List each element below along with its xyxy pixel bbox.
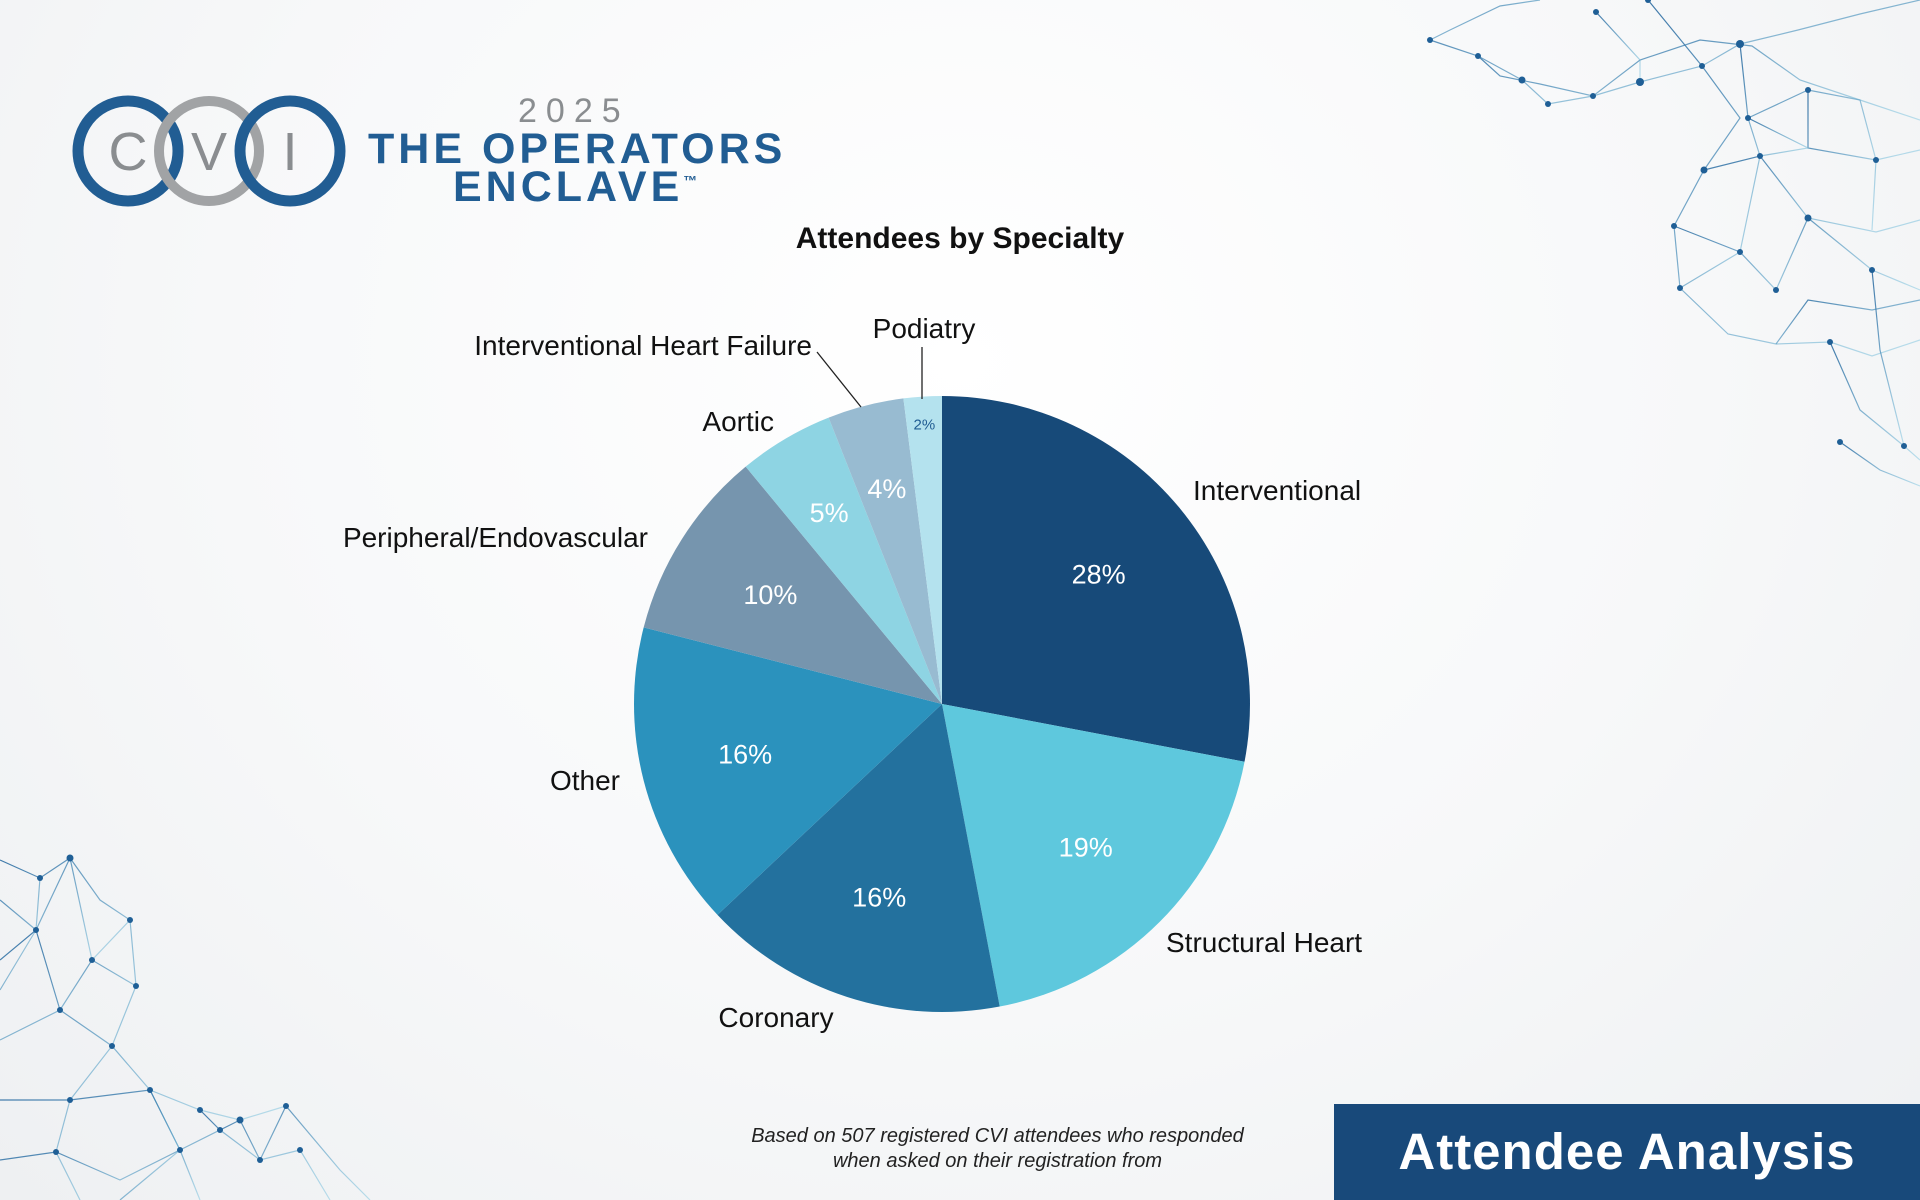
pie-percent-interventional-heart-failure: 4%	[867, 474, 906, 504]
pie-percent-aortic: 5%	[810, 498, 849, 528]
logo-letter-v: V	[191, 122, 227, 182]
logo-title-line2: ENCLAVE™	[453, 163, 697, 212]
pie-percent-labels: 28% 19% 16% 16% 10% 5% 4% 2%	[718, 416, 1126, 912]
pie-label-other: Other	[550, 765, 620, 796]
pie-label-aortic: Aortic	[702, 406, 774, 437]
footnote: Based on 507 registered CVI attendees wh…	[700, 1124, 1295, 1174]
cvi-logo: C V I	[72, 95, 346, 207]
pie-percent-podiatry: 2%	[914, 416, 936, 433]
pie-label-interventional: Interventional	[1193, 475, 1361, 506]
pie-leader-lines	[816, 347, 923, 408]
pie-percent-coronary: 16%	[852, 882, 906, 912]
pie-percent-structural-heart: 19%	[1059, 833, 1113, 863]
network-dots-bottom-left	[33, 854, 303, 1163]
pie-slice-interventional	[942, 396, 1250, 762]
logo-letter-c: C	[109, 122, 148, 182]
pie-slice-aortic	[745, 417, 942, 704]
pie-label-interventional-heart-failure: Interventional Heart Failure	[474, 330, 812, 361]
logo-title-line1: THE OPERATORS	[368, 125, 787, 173]
pie-slice-other	[634, 627, 942, 915]
pie-percent-peripheral-endovascular: 10%	[743, 580, 797, 610]
pie-label-coronary: Coronary	[718, 1002, 833, 1033]
pie-slice-structural-heart	[942, 704, 1245, 1007]
pie-percent-interventional: 28%	[1072, 559, 1126, 589]
trademark-symbol: ™	[683, 172, 698, 189]
network-dots-top-right	[1427, 0, 1907, 449]
logo-year: 2025	[518, 92, 630, 130]
pie-slice-interventional-heart-failure	[828, 398, 942, 704]
attendee-analysis-banner: Attendee Analysis	[1334, 1104, 1920, 1200]
pie-label-peripheral-endovascular: Peripheral/Endovascular	[343, 522, 648, 553]
pie-label-podiatry: Podiatry	[873, 313, 976, 344]
pie-slice-podiatry	[903, 396, 942, 704]
chart-title: Attendees by Specialty	[795, 222, 1125, 255]
footnote-line1: Based on 507 registered CVI attendees wh…	[751, 1125, 1244, 1147]
pie-category-labels: Interventional Structural Heart Coronary Ot…	[343, 313, 1362, 1033]
pie-chart	[634, 396, 1250, 1012]
logo-title-line2-text: ENCLAVE	[453, 163, 684, 211]
logo-letter-i: I	[282, 122, 297, 182]
pie-slice-coronary	[717, 704, 1000, 1012]
pie-slice-peripheral-endovascular	[643, 466, 942, 704]
footnote-line2: when asked on their registration from	[832, 1150, 1163, 1172]
pie-percent-other: 16%	[718, 740, 772, 770]
pie-label-structural-heart: Structural Heart	[1166, 927, 1362, 958]
network-decoration-bottom-left	[0, 856, 371, 1200]
